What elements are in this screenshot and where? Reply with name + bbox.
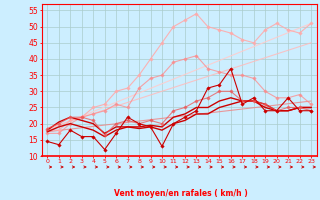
Text: Vent moyen/en rafales ( km/h ): Vent moyen/en rafales ( km/h ) bbox=[114, 189, 248, 198]
